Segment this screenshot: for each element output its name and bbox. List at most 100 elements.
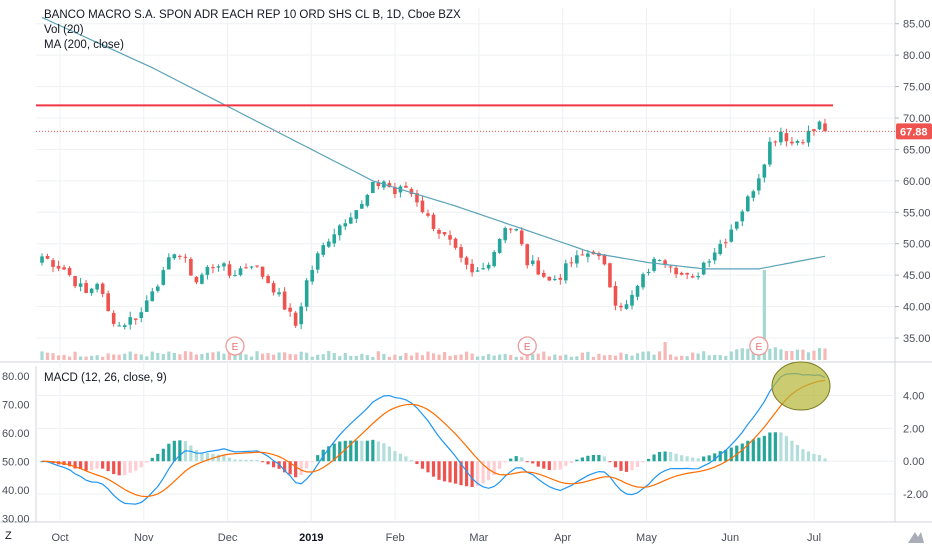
volume-bar <box>674 356 678 360</box>
candle-body <box>343 223 348 227</box>
candle-body <box>751 191 756 198</box>
candle-body <box>73 276 77 287</box>
volume-bar <box>332 353 336 360</box>
macd-histogram-bar <box>635 461 640 467</box>
macd-histogram-bar <box>795 444 800 462</box>
candle-body <box>757 178 761 191</box>
volume-bar <box>520 356 524 360</box>
candle-body <box>393 186 397 195</box>
volume-bar <box>283 352 287 360</box>
symbol-title[interactable]: BANCO MACRO S.A. SPON ADR EACH REP 10 OR… <box>44 9 461 21</box>
macd-histogram-bar <box>691 457 695 462</box>
candle-body <box>762 164 767 178</box>
macd-left-tick-label: 60.00 <box>2 428 30 440</box>
candle-body <box>817 121 822 130</box>
macd-histogram-bar <box>773 432 777 462</box>
candle-body <box>299 306 303 325</box>
candle-body <box>122 325 127 327</box>
volume-indicator-label[interactable]: Vol (20) <box>44 24 84 36</box>
volume-bar <box>476 356 480 360</box>
volume-bar <box>762 270 766 360</box>
candle-body <box>624 304 629 309</box>
volume-bar <box>338 356 342 360</box>
volume-bar <box>260 353 265 360</box>
tradingview-logo-icon[interactable] <box>906 528 926 546</box>
candle-body <box>481 268 485 270</box>
earnings-marker-label: E <box>524 342 531 353</box>
volume-bar <box>657 351 662 360</box>
macd-histogram-bar <box>597 454 601 462</box>
candle-body <box>222 263 226 267</box>
volume-bar <box>211 352 215 360</box>
macd-histogram-bar <box>288 461 292 475</box>
candle-body <box>200 274 204 284</box>
macd-histogram-bar <box>112 461 116 475</box>
macd-histogram-bar <box>398 453 403 462</box>
ma-indicator-label[interactable]: MA (200, close) <box>44 39 124 51</box>
volume-bar <box>580 352 584 360</box>
macd-histogram-bar <box>646 458 651 462</box>
candle-body <box>348 217 353 224</box>
volume-bar <box>222 353 226 360</box>
volume-bar <box>117 354 121 360</box>
macd-histogram-bar <box>233 459 237 462</box>
candle-body <box>530 260 535 264</box>
macd-histogram-bar <box>729 447 733 462</box>
volume-bar <box>145 356 149 360</box>
volume-bar <box>696 353 700 360</box>
volume-bar <box>801 349 805 360</box>
volume-bar <box>630 355 634 360</box>
volume-bar <box>233 353 237 360</box>
highlight-ellipse[interactable] <box>771 361 831 411</box>
candle-body <box>779 131 783 143</box>
macd-histogram-bar <box>768 432 772 462</box>
ma200-line <box>41 16 826 270</box>
volume-bar <box>161 354 165 360</box>
price-tick-label: 50.00 <box>903 239 931 251</box>
macd-histogram-bar <box>305 461 309 469</box>
volume-bar <box>382 353 386 360</box>
candle-body <box>45 255 50 259</box>
earnings-marker[interactable] <box>517 336 537 356</box>
macd-indicator-label[interactable]: MACD (12, 26, close, 9) <box>44 372 167 384</box>
macd-line <box>41 373 826 505</box>
timezone-button[interactable]: Z <box>5 530 12 542</box>
volume-bar <box>735 349 739 360</box>
earnings-marker[interactable] <box>225 336 245 356</box>
candle-body <box>613 285 618 306</box>
macd-histogram-bar <box>569 461 573 464</box>
volume-bar <box>509 355 513 360</box>
volume-bar <box>167 351 171 360</box>
macd-histogram-bar <box>591 454 596 462</box>
macd-histogram-bar <box>404 456 408 462</box>
volume-bar <box>773 347 777 360</box>
candle-body <box>746 196 750 212</box>
volume-bar <box>305 352 309 360</box>
volume-bar <box>624 354 629 360</box>
price-tick-label: 35.00 <box>903 333 931 345</box>
volume-bar <box>178 354 182 360</box>
earnings-marker[interactable] <box>749 336 769 356</box>
macd-histogram-bar <box>509 458 513 462</box>
volume-bar <box>663 342 667 360</box>
macd-histogram-bar <box>420 461 425 469</box>
candle-body <box>271 283 276 293</box>
volume-bar <box>431 353 436 360</box>
macd-histogram-bar <box>751 439 755 462</box>
macd-left-tick-label: 40.00 <box>2 485 30 497</box>
macd-tick-label: 2.00 <box>903 423 924 435</box>
candle-body <box>536 260 541 275</box>
candle-body <box>415 193 419 203</box>
candle-body <box>668 266 673 268</box>
macd-histogram-bar <box>740 443 744 462</box>
volume-bar <box>817 348 822 360</box>
volume-bar <box>442 352 447 360</box>
candle-body <box>426 213 430 216</box>
volume-bar <box>547 356 551 360</box>
volume-bar <box>95 355 99 360</box>
candle-body <box>795 140 800 143</box>
volume-bar <box>707 355 711 360</box>
macd-histogram-bar <box>365 440 369 462</box>
macd-histogram-bar <box>431 461 436 477</box>
